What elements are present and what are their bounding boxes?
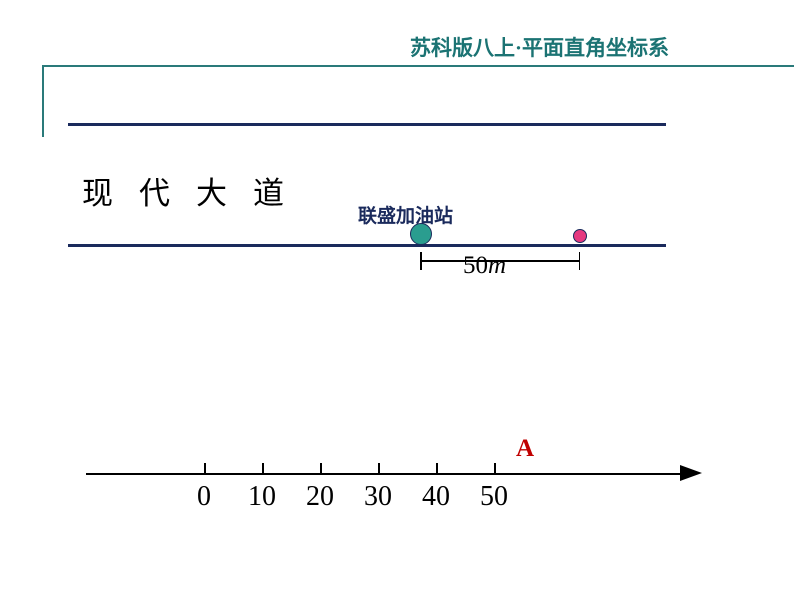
number-line-axis — [86, 473, 682, 475]
tick-mark — [436, 463, 438, 475]
tick-label: 50 — [480, 481, 508, 513]
number-line: A 01020304050 — [86, 463, 714, 523]
distance-value: 50 — [463, 252, 488, 279]
road-title: 现代大道 — [82, 168, 310, 213]
frame-border-left — [42, 65, 44, 137]
tick-mark — [320, 463, 322, 475]
distance-unit: m — [488, 252, 506, 279]
frame-border-top — [42, 65, 794, 67]
point-a-label: A — [516, 435, 534, 463]
gas-station-label: 联盛加油站 — [358, 201, 453, 228]
tick-mark — [262, 463, 264, 475]
location-marker — [573, 229, 587, 243]
tick-label: 40 — [422, 481, 450, 513]
header-title: 苏科版八上·平面直角坐标系 — [410, 32, 669, 62]
road-top-line — [68, 123, 666, 126]
arrow-right-icon — [680, 465, 702, 481]
tick-mark — [494, 463, 496, 475]
tick-label: 10 — [248, 481, 276, 513]
distance-label: 50m — [463, 252, 506, 280]
tick-label: 0 — [197, 481, 211, 513]
bracket-right-tick — [579, 252, 581, 270]
tick-label: 20 — [306, 481, 334, 513]
road-bottom-line — [68, 244, 666, 247]
tick-mark — [204, 463, 206, 475]
tick-label: 30 — [364, 481, 392, 513]
tick-mark — [378, 463, 380, 475]
gas-station-marker — [410, 223, 432, 245]
